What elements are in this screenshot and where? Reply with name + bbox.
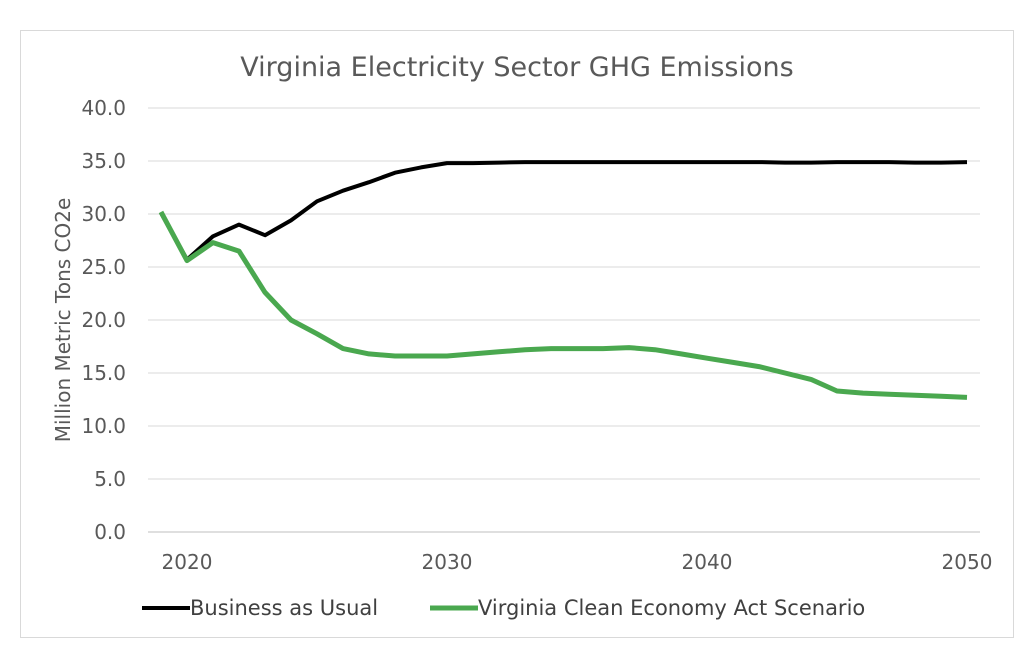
x-axis-ticks: 2020 2030 2040 2050 bbox=[162, 550, 993, 574]
y-tick-label: 5.0 bbox=[94, 467, 126, 491]
series-line-1 bbox=[158, 210, 968, 400]
y-tick-label: 10.0 bbox=[81, 414, 126, 438]
legend: Business as Usual Virginia Clean Economy … bbox=[142, 596, 865, 620]
y-tick-label: 35.0 bbox=[81, 149, 126, 173]
gridlines bbox=[148, 107, 980, 533]
x-tick-label: 2020 bbox=[162, 550, 213, 574]
y-tick-label: 15.0 bbox=[81, 361, 126, 385]
legend-label-1: Virginia Clean Economy Act Scenario bbox=[478, 596, 865, 620]
legend-label-0: Business as Usual bbox=[190, 596, 378, 620]
series-lines bbox=[158, 160, 968, 400]
x-tick-label: 2050 bbox=[942, 550, 993, 574]
x-tick-label: 2040 bbox=[682, 550, 733, 574]
y-tick-label: 20.0 bbox=[81, 308, 126, 332]
y-tick-label: 25.0 bbox=[81, 255, 126, 279]
y-axis-ticks: 0.0 5.0 10.0 15.0 20.0 25.0 30.0 35.0 40.0 bbox=[81, 96, 126, 544]
chart-title: Virginia Electricity Sector GHG Emission… bbox=[240, 52, 793, 83]
y-tick-label: 40.0 bbox=[81, 96, 126, 120]
series-line-0 bbox=[159, 160, 968, 262]
chart-frame bbox=[20, 30, 1014, 638]
y-axis-label: Million Metric Tons CO2e bbox=[51, 198, 75, 443]
y-tick-label: 30.0 bbox=[81, 202, 126, 226]
y-tick-label: 0.0 bbox=[94, 520, 126, 544]
x-tick-label: 2030 bbox=[422, 550, 473, 574]
